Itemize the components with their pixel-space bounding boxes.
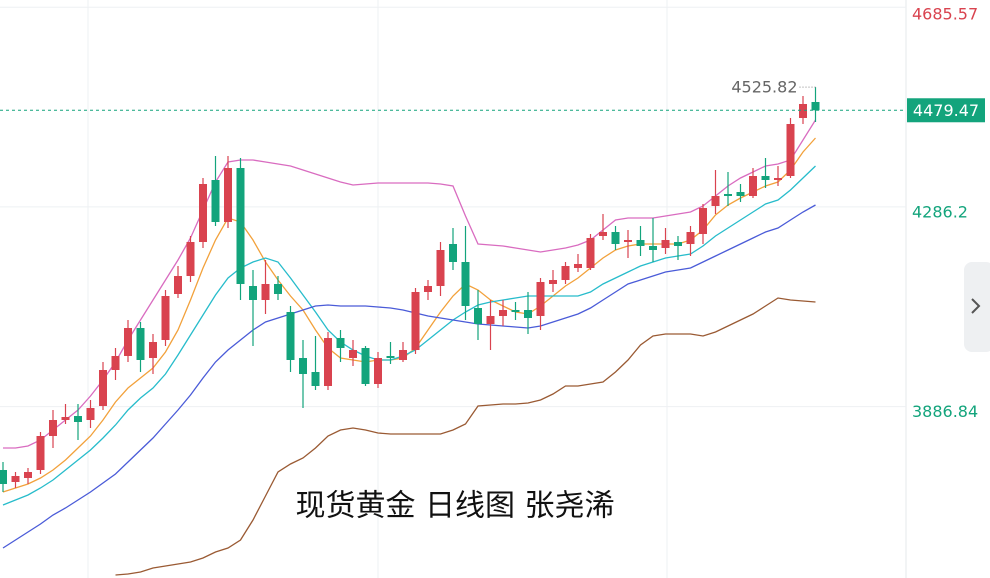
candle-body — [174, 276, 182, 294]
high-label: 4525.82 — [731, 78, 797, 97]
candle-body — [149, 342, 157, 358]
candle-body — [274, 284, 282, 294]
candle-body — [374, 358, 382, 384]
candle-body — [111, 356, 120, 370]
candle-body — [736, 192, 745, 196]
y-tick-label: 4286.2 — [912, 202, 968, 221]
candle-body — [361, 348, 370, 384]
candle-body — [74, 416, 82, 422]
candle-body — [574, 264, 582, 268]
candle-body — [286, 312, 295, 360]
candle-body — [99, 370, 107, 406]
candle-body — [211, 180, 220, 222]
last-price-box — [907, 98, 985, 123]
last-price-label: 4479.47 — [913, 101, 979, 120]
overlay-line — [2, 204, 816, 549]
candle-body — [124, 328, 132, 356]
candle-body — [411, 292, 420, 350]
candle-body — [161, 296, 170, 340]
candle-body — [799, 104, 807, 118]
candle-body — [449, 244, 457, 262]
candle-body — [199, 184, 207, 242]
candle-body — [399, 350, 407, 360]
candle-body — [311, 372, 320, 386]
candle-body — [424, 286, 432, 292]
candle-body — [524, 310, 532, 318]
candle-body — [486, 316, 495, 324]
candle-body — [236, 168, 245, 284]
candle-body — [474, 308, 482, 324]
candle-body — [436, 250, 445, 286]
candle-body — [624, 240, 632, 242]
candle-body — [699, 208, 707, 234]
candle-body — [599, 232, 607, 236]
chart-title: 现货黄金 日线图 张尧浠 — [295, 489, 614, 524]
candle-body — [636, 240, 645, 246]
candle-body — [11, 476, 20, 482]
candle-body — [786, 124, 795, 176]
candle-body — [36, 436, 45, 470]
candle-body — [761, 176, 770, 180]
candle-body — [511, 310, 520, 312]
candle-body — [324, 338, 332, 386]
overlay-line — [115, 297, 816, 576]
overlay-line — [3, 119, 817, 449]
candle-body — [611, 232, 620, 244]
candle-body — [0, 470, 7, 484]
candle-body — [499, 310, 507, 316]
candle-body — [61, 417, 70, 420]
overlay-line — [2, 165, 816, 506]
candle-body — [49, 420, 57, 436]
candle-body — [686, 232, 695, 244]
plot-area — [0, 6, 906, 576]
candle-body — [86, 408, 95, 420]
candle-body — [749, 176, 757, 196]
candle-body — [261, 284, 270, 300]
candle-body — [336, 338, 345, 348]
candle-body — [136, 328, 145, 360]
candle-body — [586, 238, 595, 268]
scroll-right-button[interactable] — [964, 262, 990, 352]
y-tick-label: 3886.84 — [912, 402, 978, 421]
y-tick-label: 4685.57 — [912, 5, 978, 24]
chevron-icon[interactable] — [971, 298, 981, 314]
candle-body — [461, 262, 470, 306]
candle-body — [811, 102, 820, 111]
candle-body — [649, 246, 657, 250]
candle-body — [24, 472, 32, 478]
candle-body — [299, 358, 307, 374]
candle-body — [536, 282, 545, 316]
candle-body — [661, 240, 670, 248]
candle-body — [674, 242, 682, 246]
candle-body — [724, 194, 732, 196]
candle-body — [249, 286, 257, 300]
candle-body — [561, 266, 570, 280]
candle-body — [186, 242, 195, 276]
candle-body — [711, 196, 720, 206]
candle-body — [774, 178, 782, 180]
candle-body — [349, 350, 357, 358]
candle-body — [386, 356, 395, 358]
candle-body — [224, 168, 232, 222]
candle-body — [549, 280, 557, 284]
